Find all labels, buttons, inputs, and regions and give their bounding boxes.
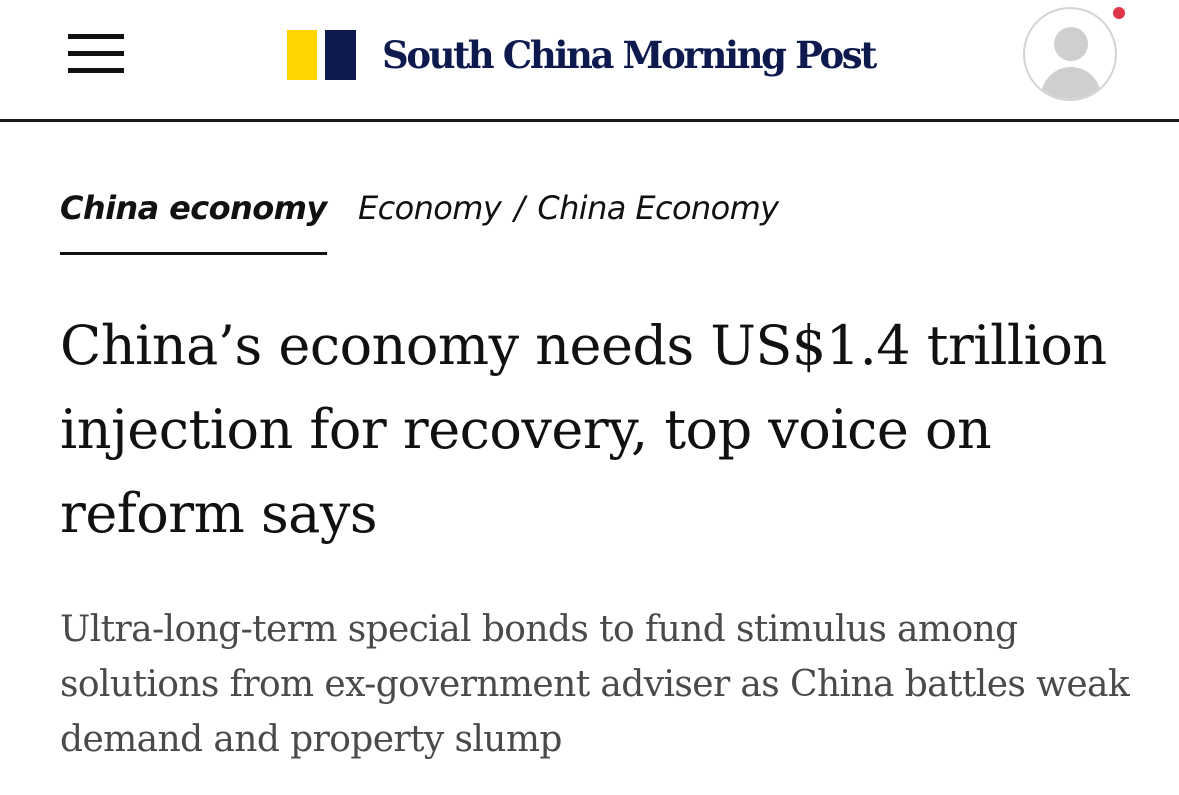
- hamburger-menu-icon[interactable]: [68, 34, 124, 76]
- menu-bar: [68, 68, 124, 73]
- brand-wordmark: South China Morning Post: [382, 33, 877, 77]
- breadcrumb: Economy / China Economy: [358, 184, 779, 232]
- scmp-logo-mark: [287, 30, 357, 80]
- notification-dot-icon: [1113, 7, 1125, 19]
- logo-navy-block: [325, 30, 356, 80]
- brand-logo-link[interactable]: South China Morning Post: [287, 29, 877, 81]
- menu-bar: [68, 34, 124, 39]
- breadcrumb-separator: /: [514, 189, 525, 227]
- avatar-head: [1054, 27, 1088, 61]
- logo-yellow-block: [287, 30, 317, 80]
- user-avatar-icon[interactable]: [1023, 7, 1117, 101]
- breadcrumb-economy[interactable]: Economy: [358, 189, 502, 227]
- breadcrumb-china-economy[interactable]: China Economy: [537, 189, 779, 227]
- article-headline: China’s economy needs US$1.4 trillion in…: [60, 314, 1107, 545]
- site-header: South China Morning Post: [0, 0, 1179, 122]
- article-subheadline: Ultra-long-term special bonds to fund st…: [60, 609, 1130, 760]
- menu-bar: [68, 51, 124, 56]
- avatar-body: [1041, 67, 1101, 99]
- tab-china-economy[interactable]: China economy: [60, 184, 327, 255]
